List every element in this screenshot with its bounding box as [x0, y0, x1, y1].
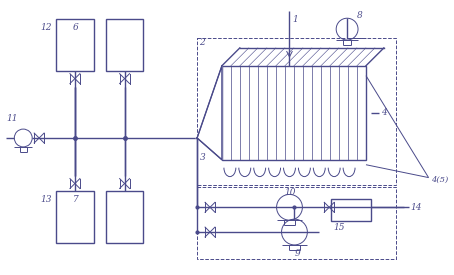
- Bar: [331, 199, 371, 221]
- Text: 1: 1: [292, 15, 298, 24]
- Text: 3: 3: [200, 153, 206, 162]
- Text: 15: 15: [333, 222, 345, 232]
- Bar: [106, 19, 143, 71]
- Text: 7: 7: [73, 195, 79, 204]
- Text: 10: 10: [285, 188, 296, 197]
- Bar: [222, 66, 366, 160]
- Text: 6: 6: [73, 23, 79, 32]
- Text: 8: 8: [357, 11, 363, 20]
- Bar: [56, 191, 94, 243]
- Text: 4(5): 4(5): [430, 175, 448, 184]
- Text: 4: 4: [381, 108, 387, 117]
- Text: 2: 2: [199, 39, 205, 48]
- Text: 12: 12: [40, 23, 52, 32]
- Text: 13: 13: [40, 195, 52, 204]
- Text: 14: 14: [411, 203, 422, 212]
- Bar: [197, 38, 396, 185]
- Text: 9: 9: [295, 249, 300, 258]
- Text: 11: 11: [6, 114, 18, 123]
- Bar: [197, 188, 396, 259]
- Bar: [106, 191, 143, 243]
- Polygon shape: [197, 66, 222, 160]
- Bar: [56, 19, 94, 71]
